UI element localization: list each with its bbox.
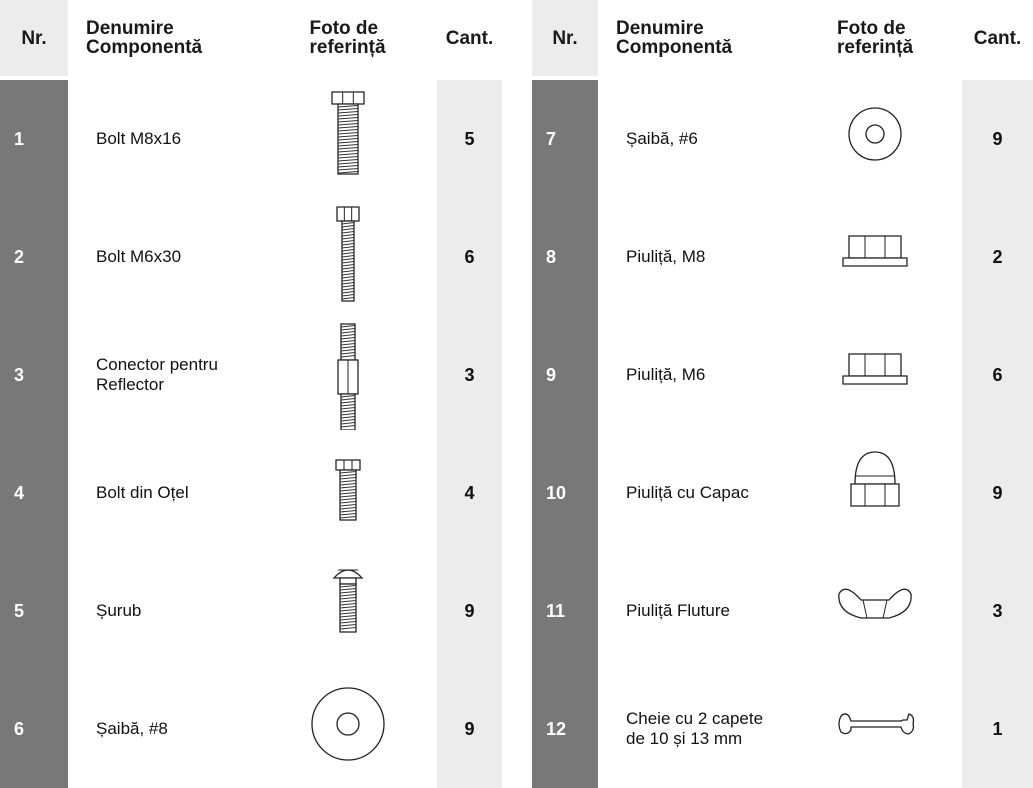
quantity: 1 bbox=[962, 670, 1033, 788]
part-icon bbox=[835, 556, 915, 666]
row-number: 9 bbox=[532, 316, 598, 434]
part-icon bbox=[308, 438, 388, 548]
part-icon bbox=[308, 674, 388, 784]
row-number: 2 bbox=[0, 198, 68, 316]
quantity: 3 bbox=[962, 552, 1033, 670]
quantity: 3 bbox=[437, 316, 502, 434]
quantity: 4 bbox=[437, 434, 502, 552]
header-cell: Denumire Componentă bbox=[86, 18, 203, 58]
reference-photo bbox=[258, 198, 437, 316]
component-name: Șaibă, #8 bbox=[96, 719, 168, 738]
component-name: Bolt M6x30 bbox=[96, 247, 182, 266]
reference-photo bbox=[788, 434, 962, 552]
quantity: 9 bbox=[962, 80, 1033, 198]
part-icon bbox=[835, 84, 915, 194]
row-number: 8 bbox=[532, 198, 598, 316]
header-cell: Foto de referință bbox=[309, 18, 386, 58]
quantity: 2 bbox=[962, 198, 1033, 316]
part-icon bbox=[308, 84, 388, 194]
component-name: Piuliță, M8 bbox=[626, 247, 706, 266]
reference-photo bbox=[258, 434, 437, 552]
quantity: 9 bbox=[437, 552, 502, 670]
reference-photo bbox=[258, 552, 437, 670]
reference-photo bbox=[788, 80, 962, 198]
row-number: 3 bbox=[0, 316, 68, 434]
row-number: 1 bbox=[0, 80, 68, 198]
component-name: Bolt M8x16 bbox=[96, 129, 182, 148]
component-name: Piuliță cu Capac bbox=[626, 483, 749, 502]
reference-photo bbox=[788, 198, 962, 316]
part-icon bbox=[835, 320, 915, 430]
row-number: 7 bbox=[532, 80, 598, 198]
part-icon bbox=[308, 202, 388, 312]
header-cell: Nr. bbox=[0, 0, 68, 76]
reference-photo bbox=[788, 552, 962, 670]
quantity: 5 bbox=[437, 80, 502, 198]
row-number: 11 bbox=[532, 552, 598, 670]
part-icon bbox=[835, 674, 915, 784]
component-name: Piuliță Fluture bbox=[626, 601, 730, 620]
part-icon bbox=[835, 202, 915, 312]
reference-photo bbox=[788, 316, 962, 434]
header-cell: Foto de referință bbox=[836, 18, 914, 58]
row-number: 6 bbox=[0, 670, 68, 788]
component-name: Șurub bbox=[96, 601, 142, 620]
reference-photo bbox=[258, 316, 437, 434]
quantity: 6 bbox=[962, 316, 1033, 434]
part-icon bbox=[308, 556, 388, 666]
component-name: Cheie cu 2 capete de 10 și 13 mm bbox=[626, 709, 764, 748]
quantity: 9 bbox=[437, 670, 502, 788]
header-cell: Denumire Componentă bbox=[616, 18, 733, 58]
quantity: 6 bbox=[437, 198, 502, 316]
row-number: 4 bbox=[0, 434, 68, 552]
quantity: 9 bbox=[962, 434, 1033, 552]
reference-photo bbox=[258, 670, 437, 788]
row-number: 12 bbox=[532, 670, 598, 788]
header-cell: Cant. bbox=[973, 27, 1022, 49]
part-icon bbox=[835, 438, 915, 548]
reference-photo bbox=[258, 80, 437, 198]
row-number: 5 bbox=[0, 552, 68, 670]
component-name: Șaibă, #6 bbox=[626, 129, 698, 148]
header-cell: Nr. bbox=[532, 0, 598, 76]
reference-photo bbox=[788, 670, 962, 788]
header-cell: Cant. bbox=[445, 27, 494, 49]
component-name: Conector pentru Reflector bbox=[96, 355, 218, 394]
row-number: 10 bbox=[532, 434, 598, 552]
component-name: Bolt din Oțel bbox=[96, 483, 189, 502]
part-icon bbox=[308, 320, 388, 430]
component-name: Piuliță, M6 bbox=[626, 365, 706, 384]
